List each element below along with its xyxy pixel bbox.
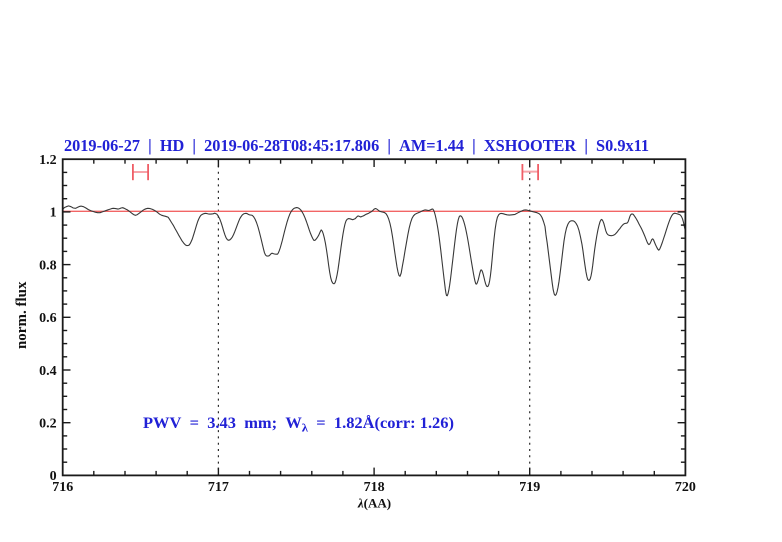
svg-text:PWV = 3.43 mm; Wλ = 1.82: PWV = 3.43 mm; Wλ = 1.82Å(corr: 1.26)	[143, 415, 454, 435]
svg-text:2019-06-27 | HD | 2019-06-: 2019-06-27 | HD | 2019-06-28T08:45:17.80…	[64, 136, 649, 155]
svg-text:0: 0	[50, 469, 57, 484]
svg-text:717: 717	[208, 480, 229, 495]
svg-text:1.2: 1.2	[39, 153, 57, 168]
svg-text:720: 720	[675, 480, 696, 495]
svg-text:1: 1	[50, 206, 57, 221]
svg-text:λ(AA): λ(AA)	[357, 496, 391, 511]
svg-text:716: 716	[52, 480, 73, 495]
svg-text:0.8: 0.8	[39, 258, 57, 273]
svg-text:norm. flux: norm. flux	[14, 281, 30, 349]
svg-text:0.6: 0.6	[39, 311, 57, 326]
svg-text:719: 719	[519, 480, 540, 495]
svg-text:0.4: 0.4	[39, 364, 57, 379]
svg-text:0.2: 0.2	[39, 417, 57, 432]
svg-text:718: 718	[364, 480, 385, 495]
